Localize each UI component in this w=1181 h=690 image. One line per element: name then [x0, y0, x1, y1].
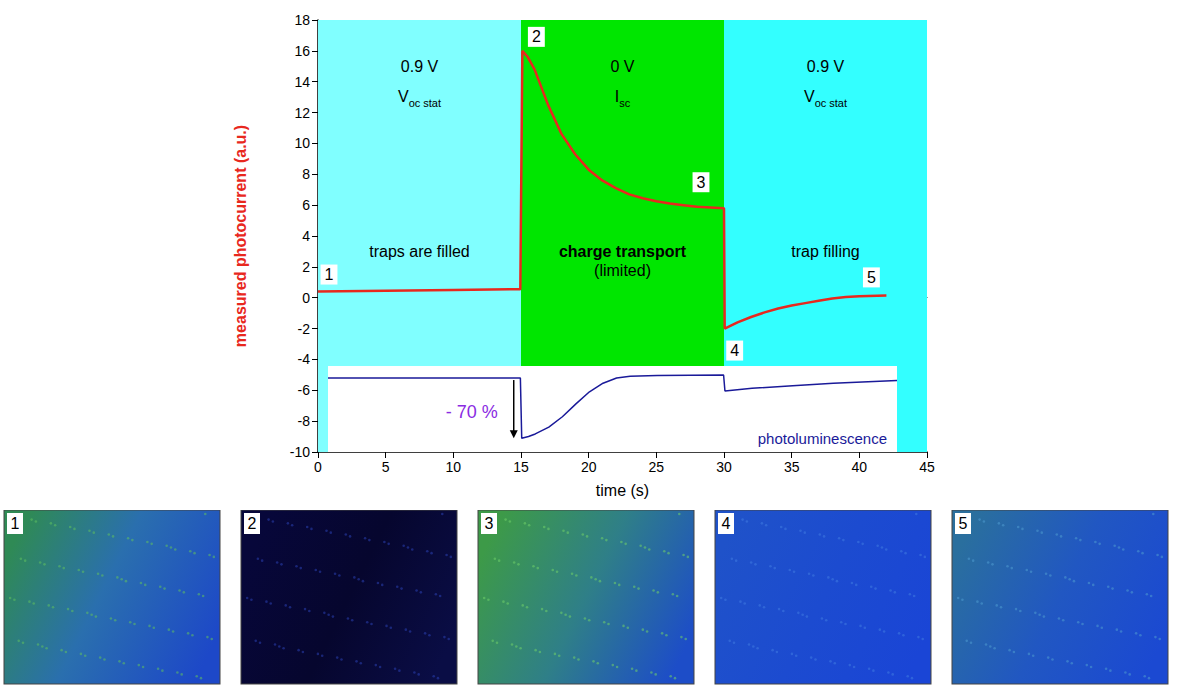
svg-text:trap filling: trap filling: [791, 243, 859, 260]
svg-text:-8: -8: [298, 413, 311, 429]
svg-text:15: 15: [513, 459, 529, 475]
svg-text:40: 40: [852, 459, 868, 475]
svg-text:0 V: 0 V: [610, 58, 634, 75]
svg-text:-2: -2: [298, 321, 311, 337]
svg-text:6: 6: [302, 197, 310, 213]
svg-text:- 70 %: - 70 %: [446, 402, 498, 422]
svg-text:traps are filled: traps are filled: [369, 243, 470, 260]
svg-text:1: 1: [11, 515, 20, 532]
svg-text:4: 4: [722, 515, 731, 532]
svg-text:20: 20: [581, 459, 597, 475]
svg-text:2: 2: [302, 259, 310, 275]
svg-text:0.9 V: 0.9 V: [401, 58, 439, 75]
svg-text:16: 16: [294, 43, 310, 59]
svg-text:2: 2: [248, 515, 257, 532]
svg-text:I: I: [614, 88, 620, 106]
svg-text:18: 18: [294, 12, 310, 28]
svg-text:10: 10: [446, 459, 462, 475]
svg-text:(limited): (limited): [594, 262, 651, 279]
svg-text:3: 3: [697, 174, 706, 191]
svg-text:30: 30: [716, 459, 732, 475]
svg-text:time (s): time (s): [596, 482, 649, 499]
svg-text:sc: sc: [619, 97, 631, 109]
svg-text:-10: -10: [290, 444, 310, 460]
svg-text:5: 5: [867, 269, 876, 286]
svg-text:V: V: [804, 88, 815, 105]
svg-text:4: 4: [730, 342, 739, 359]
svg-text:25: 25: [649, 459, 665, 475]
svg-text:-6: -6: [298, 382, 311, 398]
svg-text:2: 2: [532, 28, 541, 45]
svg-text:12: 12: [294, 105, 310, 121]
svg-text:0.9 V: 0.9 V: [807, 58, 845, 75]
svg-text:oc stat: oc stat: [409, 97, 441, 109]
svg-text:V: V: [398, 88, 409, 105]
svg-text:35: 35: [784, 459, 800, 475]
svg-text:oc stat: oc stat: [815, 97, 847, 109]
svg-text:8: 8: [302, 166, 310, 182]
svg-text:measured photocurrent (a.u.): measured photocurrent (a.u.): [232, 125, 249, 347]
svg-text:4: 4: [302, 228, 310, 244]
svg-text:5: 5: [959, 515, 968, 532]
svg-text:0: 0: [302, 290, 310, 306]
svg-text:10: 10: [294, 135, 310, 151]
svg-text:-4: -4: [298, 351, 311, 367]
svg-text:45: 45: [919, 459, 935, 475]
svg-text:5: 5: [382, 459, 390, 475]
svg-text:photoluminescence: photoluminescence: [758, 430, 887, 447]
svg-text:0: 0: [314, 459, 322, 475]
svg-text:1: 1: [325, 266, 334, 283]
svg-text:charge transport: charge transport: [559, 243, 687, 260]
svg-text:3: 3: [485, 515, 494, 532]
svg-text:14: 14: [294, 74, 310, 90]
